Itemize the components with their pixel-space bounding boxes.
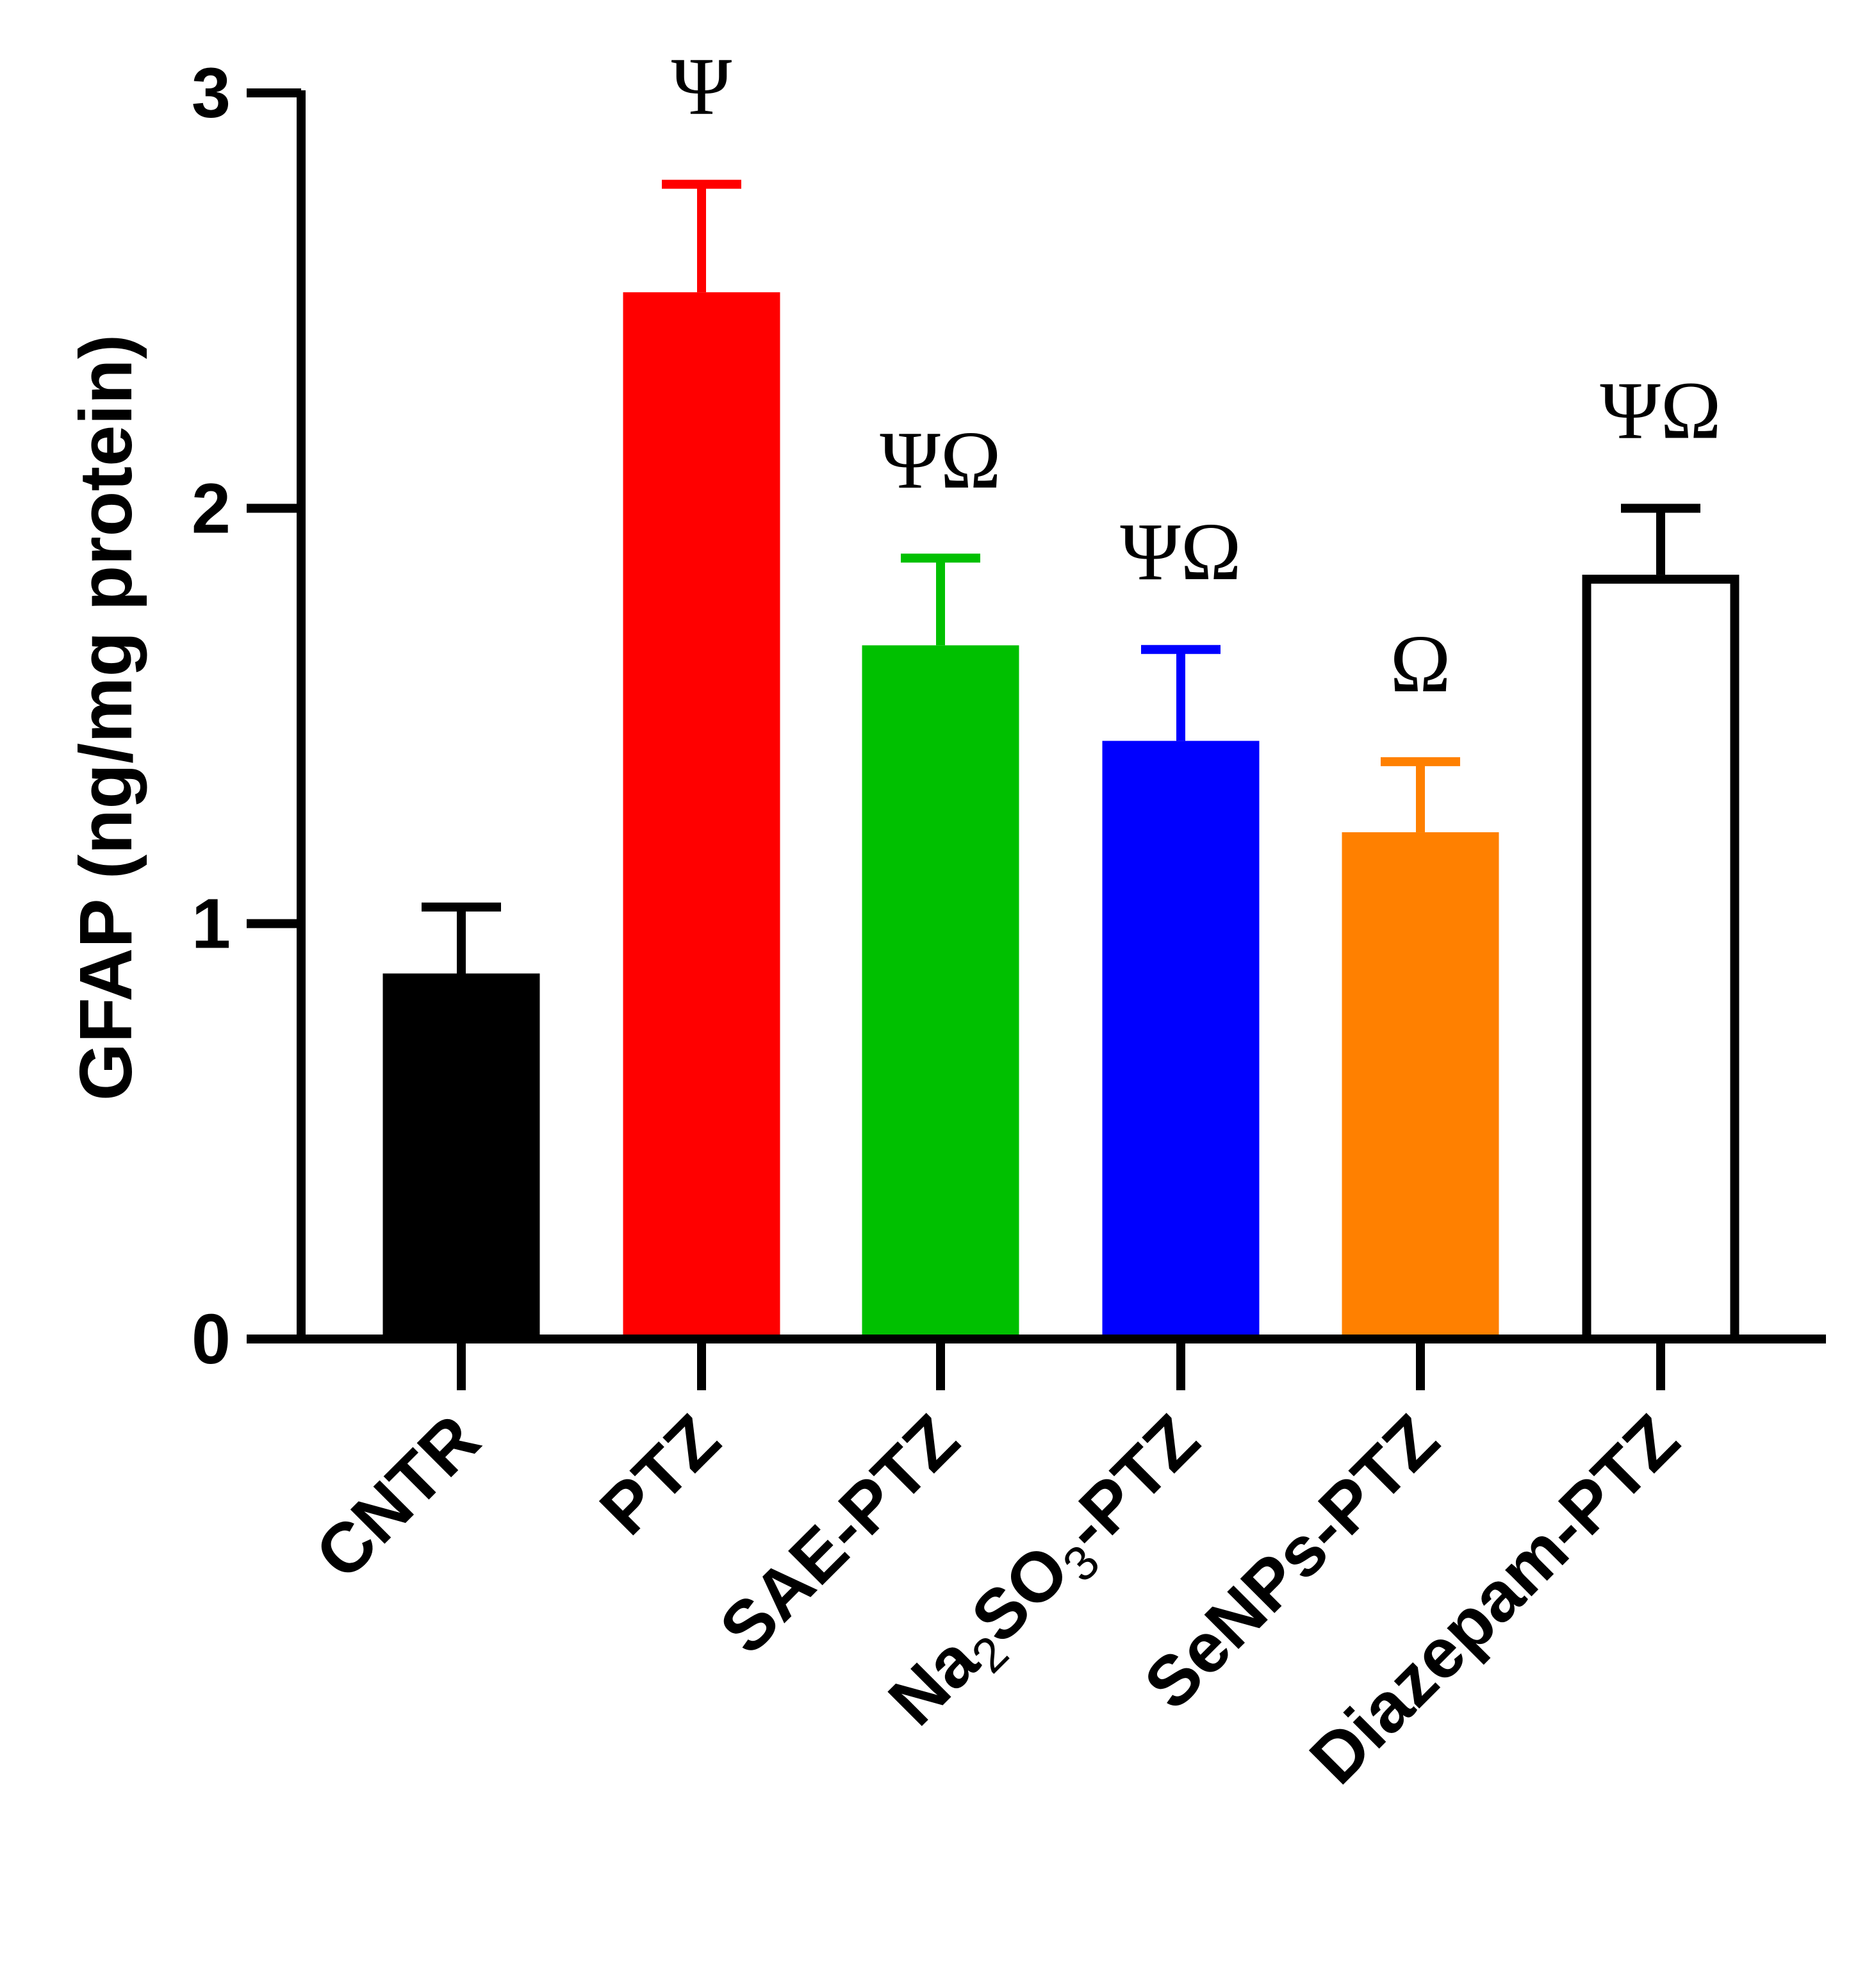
y-tick-label: 3 (192, 54, 231, 133)
x-tick-label-cntr: CNTR (300, 1400, 495, 1594)
y-axis-label: GFAP (ng/mg protein) (64, 334, 147, 1101)
error-bar-na2so3-ptz (1141, 645, 1221, 741)
bar-na2so3-ptz (1102, 741, 1260, 1339)
bar-sae-ptz (862, 645, 1019, 1339)
bar-ptz (623, 292, 780, 1340)
significance-annotation: Ψ (671, 41, 732, 132)
bar-diazepam-ptz (1582, 575, 1739, 1343)
error-bar-senps-ptz (1381, 757, 1460, 833)
axes-layer (247, 88, 1826, 1390)
y-tick-label: 1 (192, 885, 231, 964)
error-bar-ptz (662, 179, 741, 293)
y-tick-label: 0 (192, 1300, 231, 1379)
x-tick-label-ptz: PTZ (585, 1400, 735, 1550)
error-bars-layer (422, 179, 1700, 974)
significance-annotation: ΨΩ (1600, 365, 1722, 456)
error-bar-diazepam-ptz (1621, 504, 1700, 575)
error-bar-sae-ptz (901, 554, 980, 646)
significance-annotation: Ω (1390, 618, 1451, 709)
bar-cntr (382, 973, 540, 1339)
bars-layer (382, 292, 1739, 1343)
y-tick-label: 2 (192, 469, 231, 548)
bar-senps-ptz (1342, 832, 1499, 1339)
significance-annotation: ΨΩ (880, 415, 1001, 505)
error-bar-cntr (422, 902, 501, 974)
significance-annotation: ΨΩ (1120, 506, 1242, 597)
